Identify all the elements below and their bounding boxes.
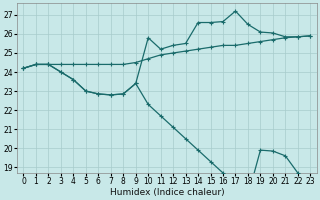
X-axis label: Humidex (Indice chaleur): Humidex (Indice chaleur): [109, 188, 224, 197]
